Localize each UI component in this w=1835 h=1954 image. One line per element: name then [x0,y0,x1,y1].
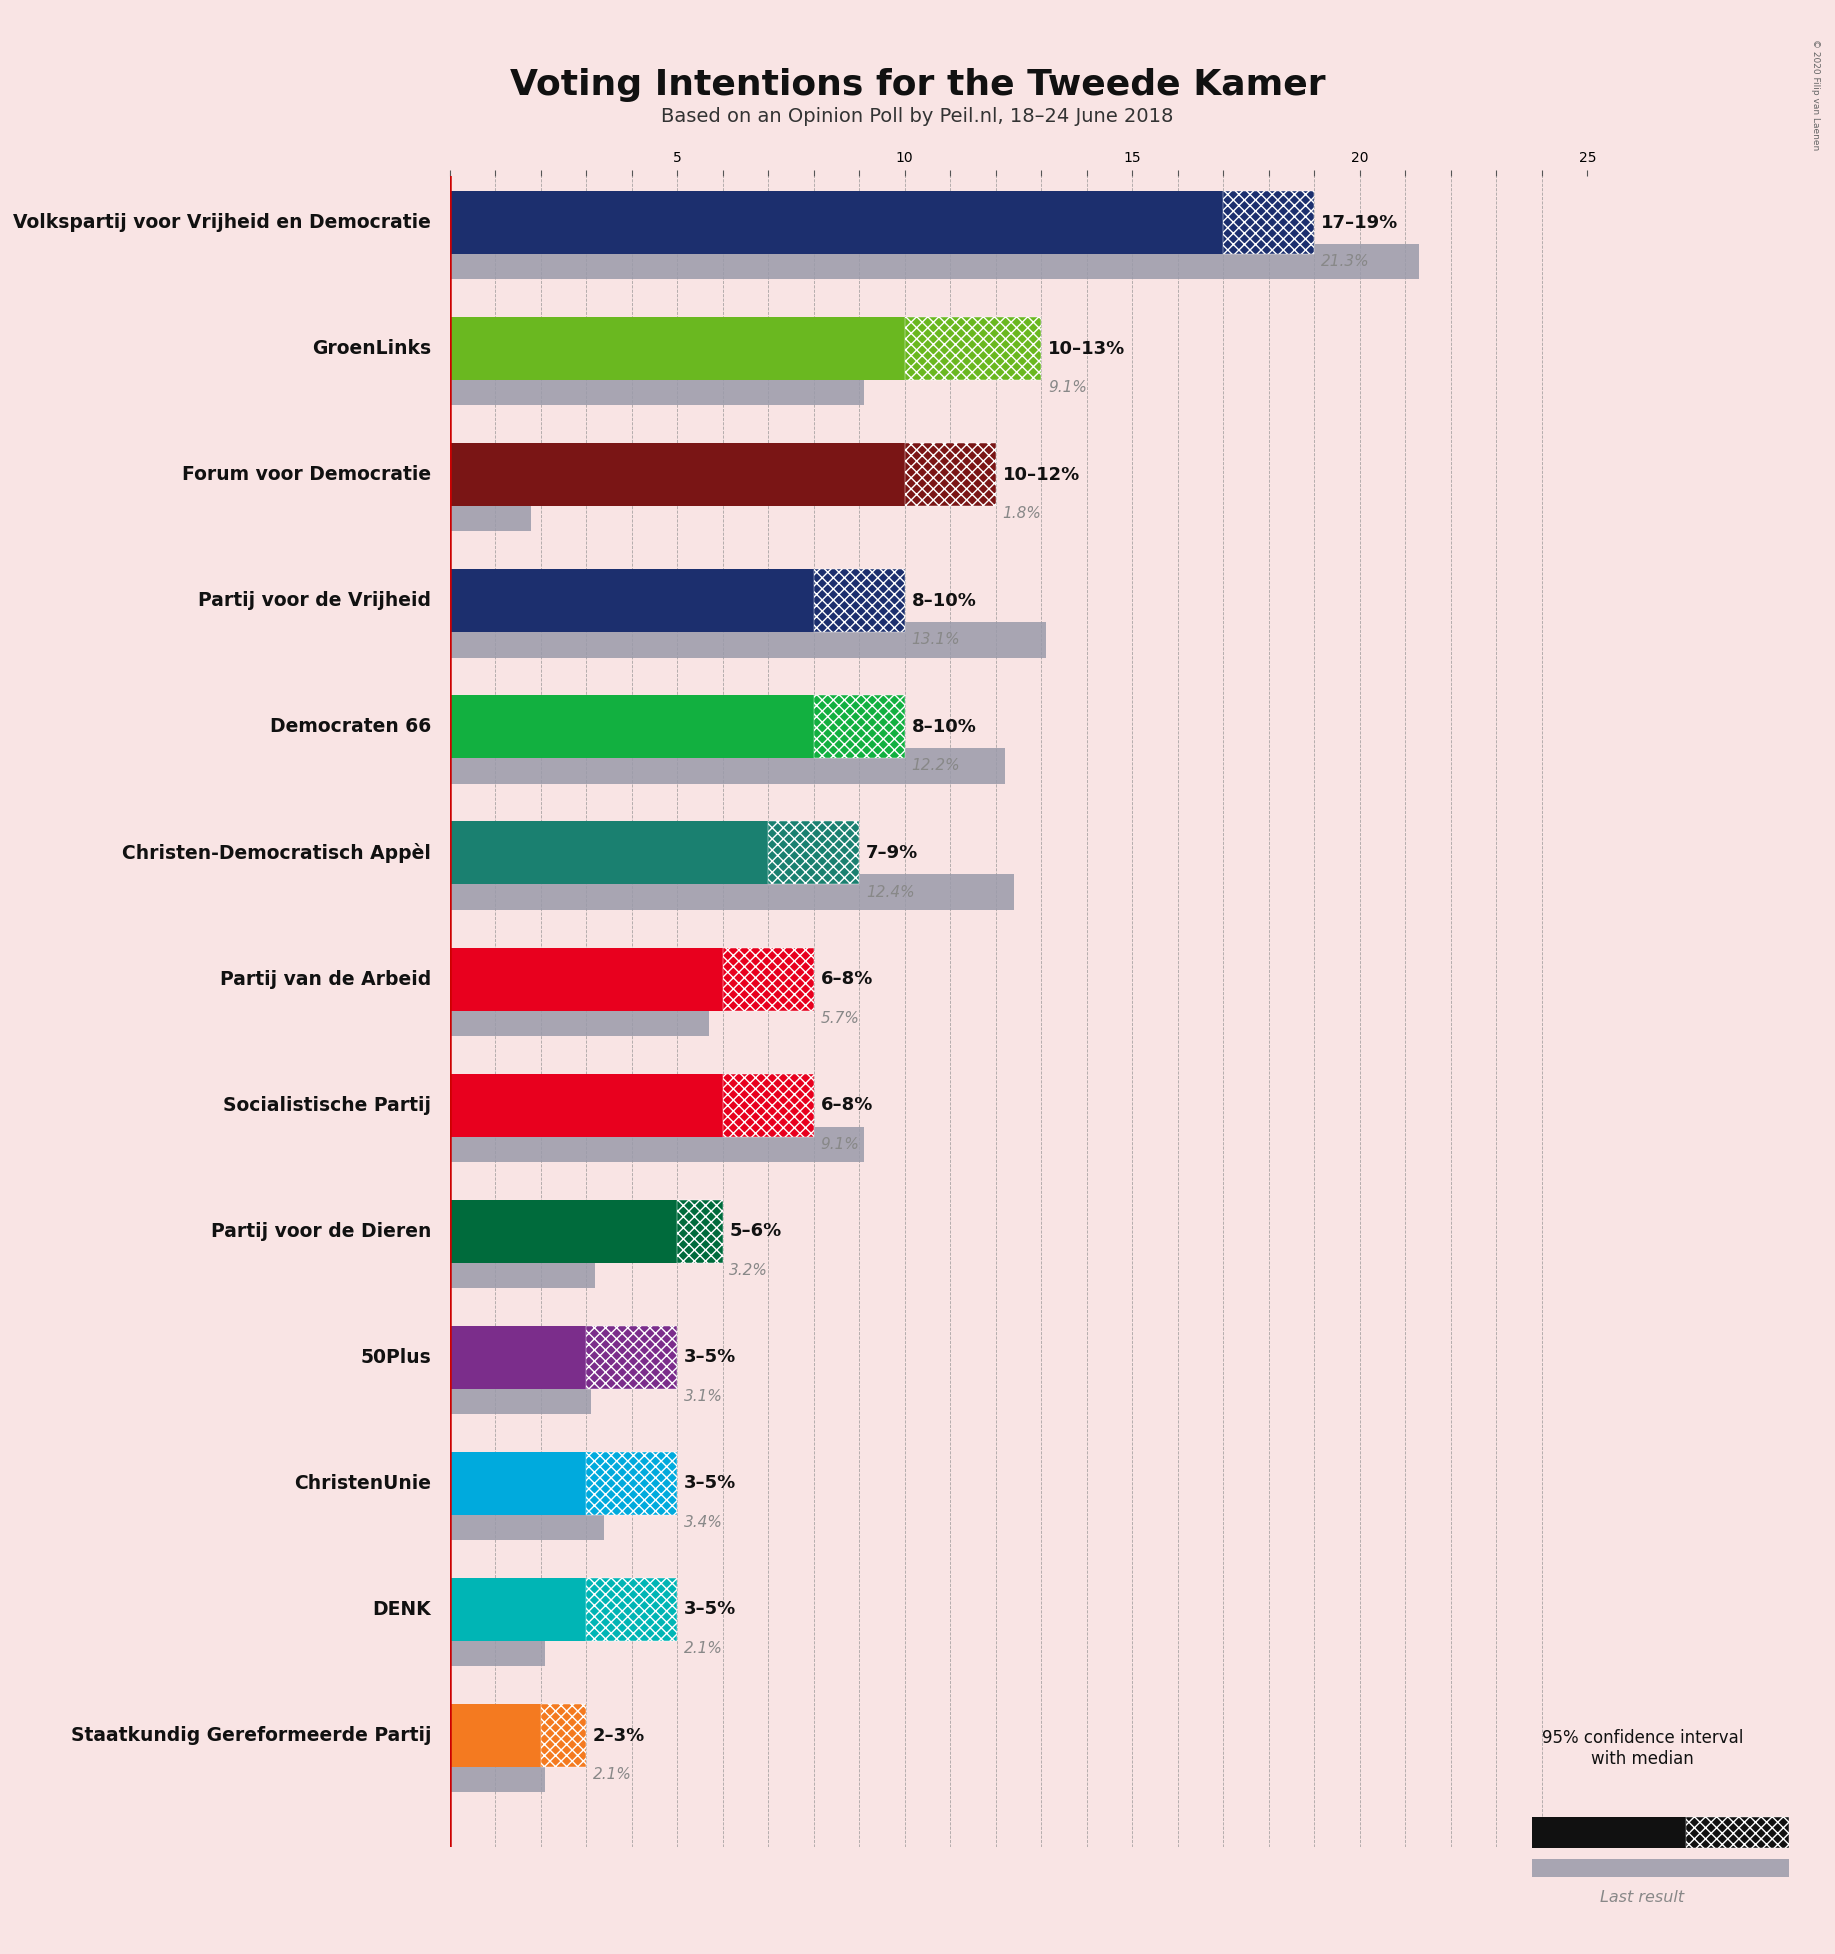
Text: 5–6%: 5–6% [730,1221,782,1241]
Text: Last result: Last result [1600,1890,1685,1905]
Text: 9.1%: 9.1% [1048,381,1086,395]
Bar [450,1579,585,1641]
Bar [450,191,1224,254]
Bar [450,1757,545,1792]
Bar [450,244,1418,279]
Text: 6–8%: 6–8% [820,1096,873,1114]
Bar [450,1200,677,1262]
Bar [1532,1817,1686,1848]
Text: 6–8%: 6–8% [820,969,873,989]
Text: 13.1%: 13.1% [912,633,960,647]
Text: 10–12%: 10–12% [1002,465,1079,485]
Bar [450,821,769,885]
Bar [450,317,905,381]
Text: 2.1%: 2.1% [684,1641,723,1657]
Text: 5.7%: 5.7% [820,1010,859,1026]
Text: Staatkundig Gereformeerde Partij: Staatkundig Gereformeerde Partij [72,1725,431,1745]
Bar [450,1380,591,1415]
Bar [450,1704,541,1766]
Text: Volkspartij voor Vrijheid en Democratie: Volkspartij voor Vrijheid en Democratie [13,213,431,233]
Bar [450,1000,708,1036]
Text: Christen-Democratisch Appèl: Christen-Democratisch Appèl [123,842,431,864]
Text: © 2020 Filip van Laenen: © 2020 Filip van Laenen [1811,39,1820,150]
Text: Partij voor de Dieren: Partij voor de Dieren [211,1221,431,1241]
Text: 12.2%: 12.2% [912,758,960,774]
Text: 3–5%: 3–5% [684,1600,736,1618]
Text: Based on an Opinion Poll by Peil.nl, 18–24 June 2018: Based on an Opinion Poll by Peil.nl, 18–… [661,107,1174,127]
Text: 2–3%: 2–3% [593,1727,646,1745]
Text: Forum voor Democratie: Forum voor Democratie [182,465,431,485]
Bar [450,748,1006,784]
Text: 95% confidence interval
with median: 95% confidence interval with median [1541,1729,1743,1768]
Bar [450,1632,545,1667]
Text: 8–10%: 8–10% [912,592,976,610]
Text: DENK: DENK [373,1600,431,1620]
Text: GroenLinks: GroenLinks [312,340,431,358]
Bar [813,696,905,758]
Bar [450,569,813,633]
Text: 9.1%: 9.1% [820,1137,859,1151]
Text: 50Plus: 50Plus [360,1348,431,1366]
Text: ChristenUnie: ChristenUnie [294,1473,431,1493]
Bar [450,1253,595,1288]
Bar [450,496,532,531]
Text: 7–9%: 7–9% [866,844,918,862]
Text: 3–5%: 3–5% [684,1475,736,1493]
Bar [905,317,1040,381]
Text: Democraten 66: Democraten 66 [270,717,431,737]
Bar [450,948,723,1010]
Bar [813,569,905,633]
Text: 1.8%: 1.8% [1002,506,1042,522]
Text: 3.4%: 3.4% [684,1514,723,1530]
Bar [450,1073,723,1137]
Bar [1686,1817,1789,1848]
Bar [450,873,1015,911]
Text: Partij van de Arbeid: Partij van de Arbeid [220,969,431,989]
Text: 3.1%: 3.1% [684,1389,723,1403]
Bar [450,621,1046,657]
Bar [585,1325,677,1389]
Text: 10–13%: 10–13% [1048,340,1125,358]
Bar [585,1452,677,1514]
Bar [905,444,996,506]
Text: Socialistische Partij: Socialistische Partij [224,1096,431,1114]
Bar [450,1325,585,1389]
Bar [450,1505,604,1540]
Bar [450,1127,864,1163]
Text: Voting Intentions for the Tweede Kamer: Voting Intentions for the Tweede Kamer [510,68,1325,102]
Text: 3–5%: 3–5% [684,1348,736,1366]
Text: 17–19%: 17–19% [1321,213,1398,231]
Text: Partij voor de Vrijheid: Partij voor de Vrijheid [198,592,431,610]
Bar [769,821,859,885]
Bar [677,1200,723,1262]
Text: 2.1%: 2.1% [593,1766,631,1782]
Bar [450,369,864,404]
Bar [450,696,813,758]
Text: 8–10%: 8–10% [912,717,976,737]
Bar [723,948,813,1010]
Bar [1532,1858,1789,1876]
Bar [541,1704,585,1766]
Bar [450,444,905,506]
Text: 21.3%: 21.3% [1321,254,1369,270]
Bar [585,1579,677,1641]
Bar [1224,191,1314,254]
Bar [450,1452,585,1514]
Text: 3.2%: 3.2% [730,1262,769,1278]
Text: 12.4%: 12.4% [866,885,914,899]
Bar [723,1073,813,1137]
